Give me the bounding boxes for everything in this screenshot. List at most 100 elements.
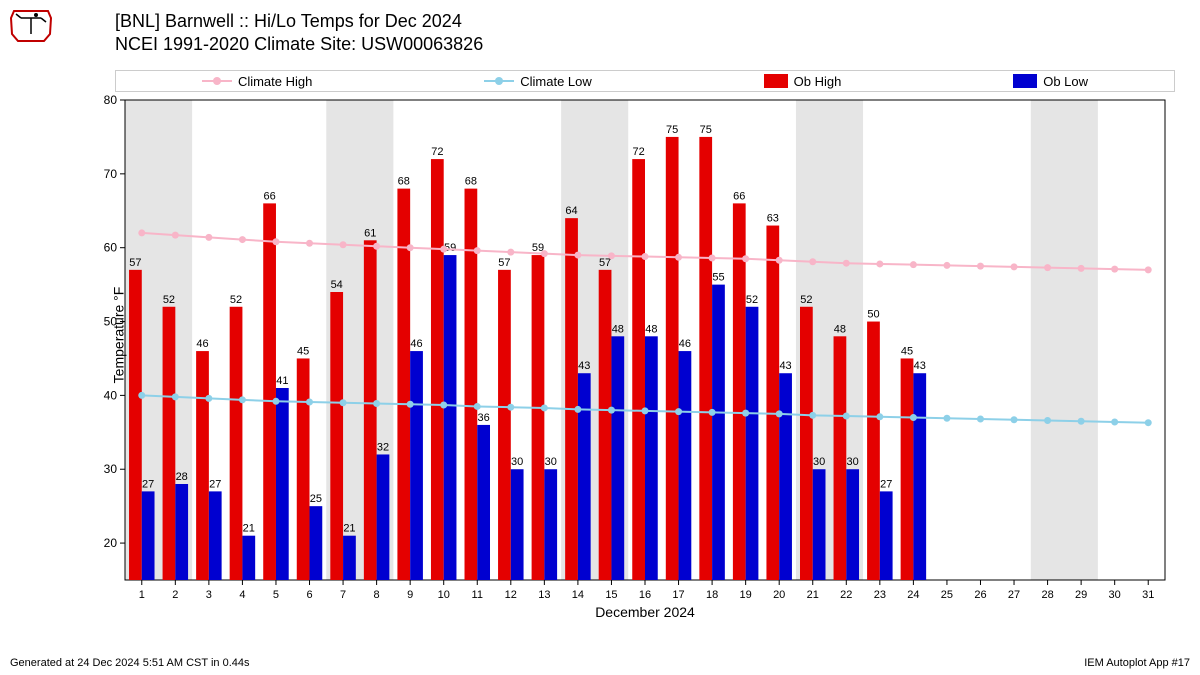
legend-swatch-climate-low <box>484 80 514 82</box>
title-line-1: [BNL] Barnwell :: Hi/Lo Temps for Dec 20… <box>115 10 483 33</box>
legend-label-climate-low: Climate Low <box>520 74 592 89</box>
svg-text:27: 27 <box>142 478 154 490</box>
svg-text:36: 36 <box>478 412 490 424</box>
svg-text:72: 72 <box>633 146 645 158</box>
svg-text:30: 30 <box>813 456 825 468</box>
svg-text:48: 48 <box>645 323 657 335</box>
svg-text:12: 12 <box>505 589 517 601</box>
svg-text:70: 70 <box>104 167 118 181</box>
svg-text:48: 48 <box>834 323 846 335</box>
svg-text:25: 25 <box>941 589 953 601</box>
svg-text:31: 31 <box>1142 589 1154 601</box>
svg-text:9: 9 <box>407 589 413 601</box>
svg-text:43: 43 <box>914 360 926 372</box>
svg-text:68: 68 <box>465 176 477 188</box>
svg-text:13: 13 <box>538 589 550 601</box>
legend-label-ob-high: Ob High <box>794 74 842 89</box>
svg-text:43: 43 <box>779 360 791 372</box>
svg-text:45: 45 <box>901 345 913 357</box>
svg-text:40: 40 <box>104 388 118 402</box>
svg-text:75: 75 <box>700 124 712 136</box>
svg-text:30: 30 <box>511 456 523 468</box>
svg-text:32: 32 <box>377 441 389 453</box>
svg-text:10: 10 <box>438 589 450 601</box>
svg-text:46: 46 <box>679 338 691 350</box>
legend: Climate High Climate Low Ob High Ob Low <box>115 70 1175 92</box>
svg-text:21: 21 <box>807 589 819 601</box>
legend-ob-high: Ob High <box>764 74 842 89</box>
legend-label-climate-high: Climate High <box>238 74 312 89</box>
svg-text:52: 52 <box>230 294 242 306</box>
y-axis-label: Temperature °F <box>110 287 126 384</box>
svg-text:52: 52 <box>163 294 175 306</box>
svg-text:30: 30 <box>847 456 859 468</box>
svg-text:7: 7 <box>340 589 346 601</box>
svg-text:28: 28 <box>1041 589 1053 601</box>
title-line-2: NCEI 1991-2020 Climate Site: USW00063826 <box>115 33 483 56</box>
legend-swatch-climate-high <box>202 80 232 82</box>
legend-ob-low: Ob Low <box>1013 74 1088 89</box>
svg-text:11: 11 <box>472 589 483 601</box>
svg-text:21: 21 <box>243 523 255 535</box>
svg-text:25: 25 <box>310 493 322 505</box>
svg-text:18: 18 <box>706 589 718 601</box>
svg-text:66: 66 <box>263 190 275 202</box>
svg-text:63: 63 <box>767 213 779 225</box>
svg-text:80: 80 <box>104 93 118 107</box>
svg-text:5: 5 <box>273 589 279 601</box>
svg-text:27: 27 <box>880 478 892 490</box>
svg-text:57: 57 <box>129 257 141 269</box>
svg-text:66: 66 <box>733 190 745 202</box>
legend-swatch-ob-high <box>764 74 788 88</box>
svg-text:15: 15 <box>605 589 617 601</box>
svg-text:14: 14 <box>572 589 584 601</box>
svg-text:57: 57 <box>599 257 611 269</box>
svg-text:61: 61 <box>364 227 376 239</box>
svg-text:17: 17 <box>672 589 684 601</box>
svg-text:23: 23 <box>874 589 886 601</box>
footer-generated: Generated at 24 Dec 2024 5:51 AM CST in … <box>10 657 250 669</box>
svg-text:20: 20 <box>773 589 785 601</box>
svg-text:75: 75 <box>666 124 678 136</box>
footer-app: IEM Autoplot App #17 <box>1084 657 1190 669</box>
svg-text:22: 22 <box>840 589 852 601</box>
svg-text:28: 28 <box>176 471 188 483</box>
svg-text:16: 16 <box>639 589 651 601</box>
legend-climate-low: Climate Low <box>484 74 592 89</box>
svg-text:20: 20 <box>104 536 118 550</box>
svg-text:46: 46 <box>410 338 422 350</box>
svg-text:2: 2 <box>172 589 178 601</box>
chart: 2030405060708012345678910111213141516171… <box>115 95 1175 625</box>
legend-label-ob-low: Ob Low <box>1043 74 1088 89</box>
svg-text:30: 30 <box>545 456 557 468</box>
svg-text:68: 68 <box>398 176 410 188</box>
svg-text:26: 26 <box>974 589 986 601</box>
legend-climate-high: Climate High <box>202 74 312 89</box>
svg-text:55: 55 <box>712 272 724 284</box>
iem-logo <box>6 6 56 46</box>
svg-text:19: 19 <box>740 589 752 601</box>
legend-swatch-ob-low <box>1013 74 1037 88</box>
svg-text:43: 43 <box>578 360 590 372</box>
svg-text:4: 4 <box>239 589 245 601</box>
svg-text:30: 30 <box>104 462 118 476</box>
svg-text:1: 1 <box>139 589 145 601</box>
svg-text:64: 64 <box>565 205 577 217</box>
svg-text:6: 6 <box>306 589 312 601</box>
svg-text:46: 46 <box>196 338 208 350</box>
svg-text:3: 3 <box>206 589 212 601</box>
svg-text:29: 29 <box>1075 589 1087 601</box>
svg-text:52: 52 <box>746 294 758 306</box>
svg-text:24: 24 <box>907 589 919 601</box>
svg-text:48: 48 <box>612 323 624 335</box>
svg-text:52: 52 <box>800 294 812 306</box>
svg-text:27: 27 <box>1008 589 1020 601</box>
chart-title: [BNL] Barnwell :: Hi/Lo Temps for Dec 20… <box>115 10 483 57</box>
svg-text:27: 27 <box>209 478 221 490</box>
svg-text:December 2024: December 2024 <box>595 604 695 620</box>
svg-text:8: 8 <box>374 589 380 601</box>
svg-text:54: 54 <box>331 279 343 291</box>
svg-text:50: 50 <box>867 309 879 321</box>
svg-text:72: 72 <box>431 146 443 158</box>
svg-text:57: 57 <box>498 257 510 269</box>
